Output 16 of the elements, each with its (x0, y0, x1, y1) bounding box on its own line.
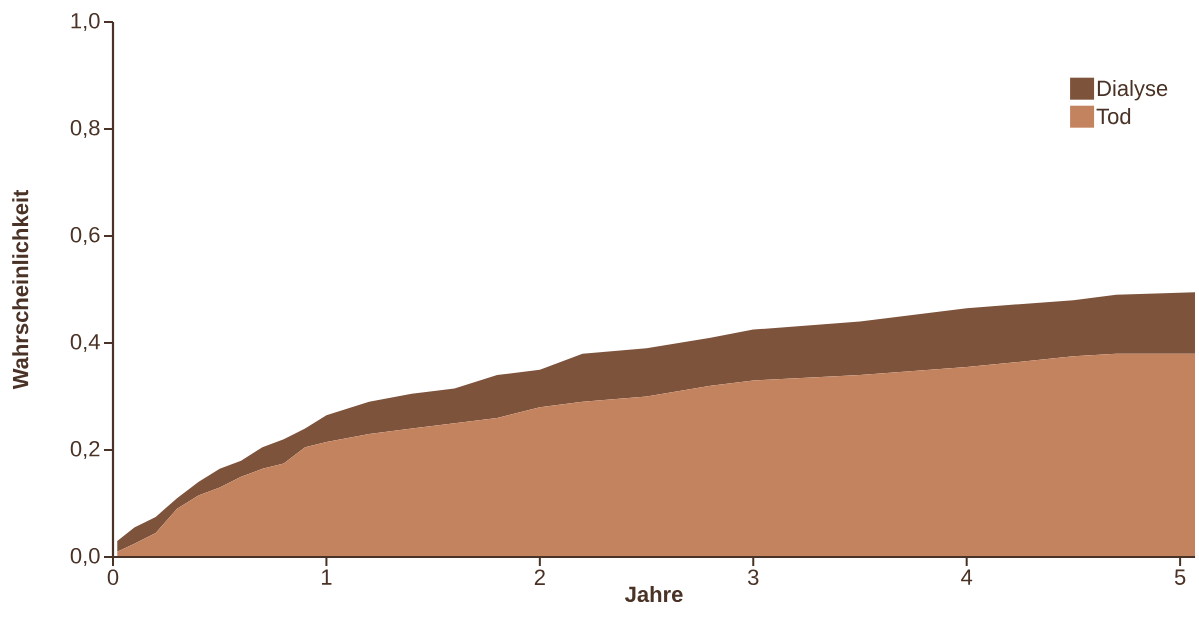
y-tick-label: 0,8 (70, 119, 100, 139)
x-tick-label: 1 (321, 569, 332, 585)
y-axis-title: Wahrscheinlichkeit (12, 189, 29, 390)
y-tick-label: 0,4 (70, 333, 100, 353)
y-tick-label: 0,6 (70, 226, 100, 246)
x-tick-label: 5 (1174, 569, 1186, 585)
x-tick-label: 2 (534, 569, 545, 585)
x-axis-title: Jahre (625, 585, 683, 603)
legend-label: Tod (1096, 107, 1131, 125)
y-tick-label: 1,0 (71, 12, 100, 32)
x-tick-label: 4 (961, 569, 973, 585)
x-tick-label: 3 (747, 569, 759, 586)
legend-label: Dialyse (1097, 79, 1168, 101)
y-tick-label: 0,2 (70, 440, 100, 460)
x-tick-label: 0 (107, 569, 119, 586)
y-tick-label: 0,0 (70, 547, 100, 567)
